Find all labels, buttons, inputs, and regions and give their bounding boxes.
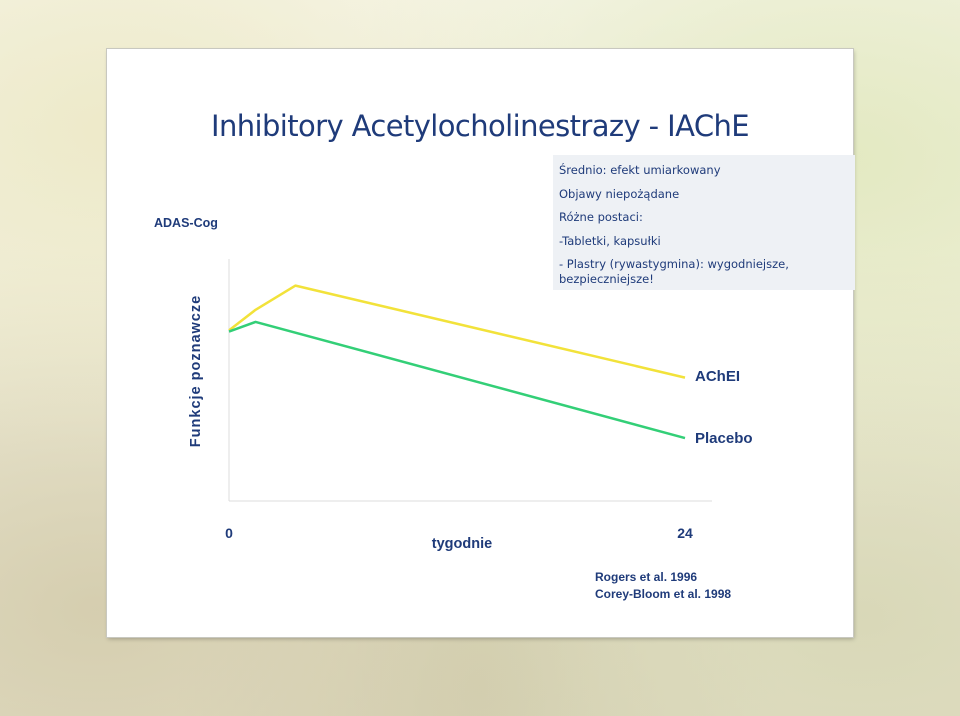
- series-line-placebo: [228, 320, 686, 440]
- info-line: -Tabletki, kapsułki: [559, 233, 661, 248]
- scale-label: ADAS-Cog: [154, 216, 218, 230]
- series-label-achei: AChEI: [695, 368, 740, 385]
- info-line: bezpieczniejsze!: [559, 271, 654, 286]
- chart: ADAS-Cog Funkcje poznawcze tygodnie 0 24…: [154, 216, 753, 552]
- series-line-achei: [228, 284, 686, 379]
- info-line: Średnio: efekt umiarkowany: [559, 163, 721, 177]
- slide: Inhibitory Acetylocholinestrazy - IAChE …: [107, 49, 855, 637]
- info-line: - Plastry (rywastygmina): wygodniejsze,: [559, 257, 789, 271]
- x-tick-label-end: 24: [677, 525, 693, 541]
- series-label-placebo: Placebo: [695, 430, 753, 447]
- info-line: Objawy niepożądane: [559, 186, 680, 201]
- series-layer: [228, 284, 686, 440]
- info-line: Różne postaci:: [559, 210, 643, 224]
- x-tick-label-start: 0: [225, 525, 233, 541]
- y-axis-label: Funkcje poznawcze: [188, 295, 204, 447]
- citation: Corey-Bloom et al. 1998: [595, 587, 732, 601]
- x-axis-label: tygodnie: [432, 536, 492, 552]
- info-box: Średnio: efekt umiarkowany Objawy niepoż…: [553, 155, 855, 290]
- slide-title: Inhibitory Acetylocholinestrazy - IAChE: [211, 109, 750, 143]
- source-citations: Rogers et al. 1996 Corey-Bloom et al. 19…: [595, 569, 731, 603]
- citation: Rogers et al. 1996: [595, 570, 698, 584]
